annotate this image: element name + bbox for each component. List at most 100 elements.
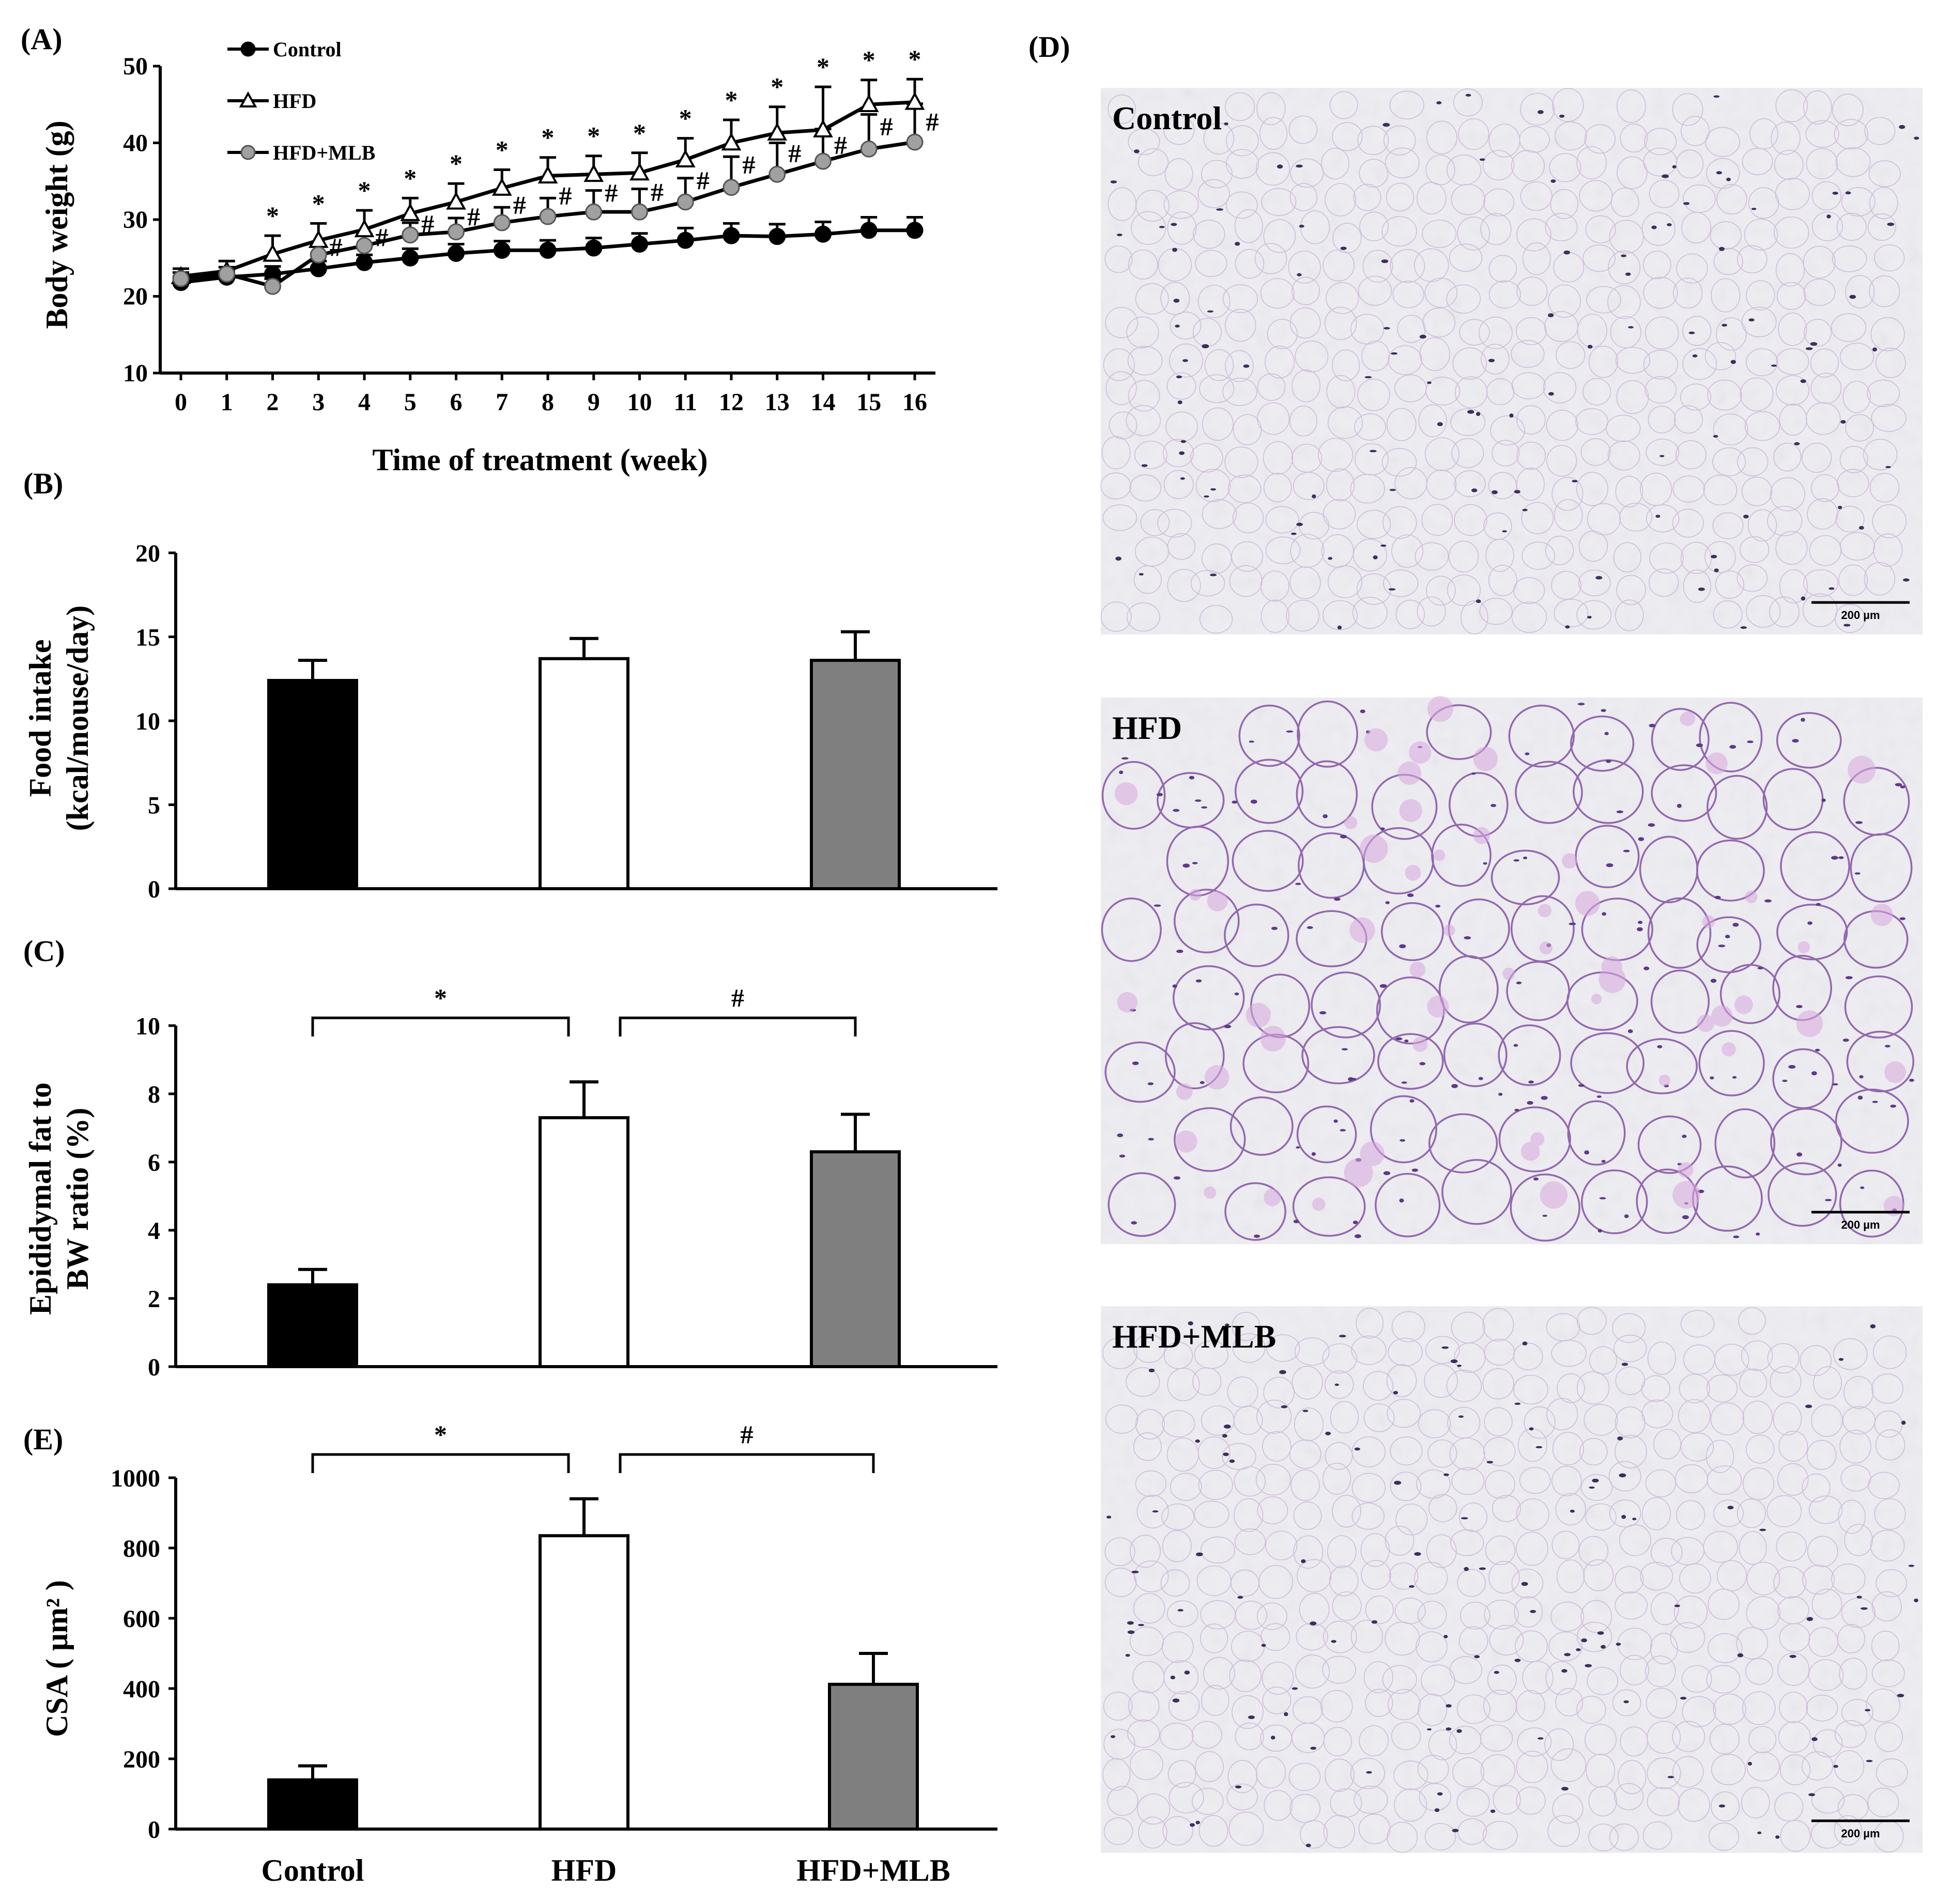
- stroma-patch: [1575, 891, 1600, 916]
- panel-a-x-tick-label: 7: [496, 389, 508, 416]
- adipocyte: [1428, 1729, 1457, 1760]
- adipocyte: [1543, 372, 1577, 404]
- adipocyte: [1385, 1526, 1415, 1556]
- adipocyte: [1833, 1338, 1868, 1370]
- panel-e-y-tick-label: 600: [123, 1605, 160, 1633]
- nucleus: [1858, 525, 1864, 530]
- nucleus: [1788, 1065, 1796, 1069]
- adipocyte: [1363, 1403, 1395, 1432]
- adipocyte: [1807, 498, 1838, 530]
- adipocyte: [1389, 1562, 1419, 1590]
- adipocyte: [1681, 1665, 1712, 1693]
- panel-a-hash: #: [743, 150, 756, 179]
- adipocyte: [1325, 1758, 1355, 1792]
- nucleus: [1176, 375, 1182, 379]
- adipocyte: [1581, 1169, 1648, 1234]
- adipocyte: [1704, 541, 1736, 573]
- adipocyte: [1802, 1473, 1831, 1503]
- panel-a-point: [675, 149, 696, 167]
- adipocyte: [1873, 1335, 1907, 1369]
- adipocyte: [1873, 533, 1903, 567]
- nucleus: [1522, 1341, 1528, 1345]
- panel-e-bracket-symbol: #: [741, 1420, 754, 1449]
- panel-b-y-title-1: Food intake: [23, 639, 57, 797]
- panel-a-star: *: [863, 45, 875, 74]
- panel-a-star: *: [542, 123, 555, 152]
- nucleus: [1838, 856, 1844, 859]
- adipocyte: [1516, 1498, 1549, 1531]
- stroma-patch: [1591, 994, 1602, 1004]
- adipocyte: [1615, 599, 1644, 631]
- adipocyte: [1361, 1560, 1391, 1590]
- adipocyte: [1770, 477, 1805, 512]
- adipocyte: [1418, 404, 1447, 437]
- adipocyte: [1102, 1337, 1138, 1369]
- adipocyte: [1777, 1652, 1810, 1686]
- adipocyte: [1299, 1592, 1330, 1626]
- adipocyte: [1869, 473, 1900, 503]
- adipocyte: [1451, 1467, 1485, 1495]
- adipocyte: [1551, 570, 1581, 600]
- adipocyte: [1707, 1465, 1742, 1495]
- adipocyte: [1775, 253, 1805, 287]
- adipocyte: [1482, 1308, 1514, 1342]
- adipocyte: [1360, 1533, 1390, 1567]
- nucleus: [1578, 1084, 1585, 1087]
- nucleus: [1139, 573, 1144, 576]
- adipocyte: [1676, 1500, 1705, 1530]
- nucleus: [1757, 967, 1763, 970]
- panel-a-point: [858, 94, 879, 113]
- panel-e-label: (E): [23, 1422, 63, 1456]
- adipocyte: [1616, 89, 1646, 123]
- nucleus: [1884, 1045, 1890, 1048]
- panel-c-bar-chart: (C) 0 2 4 6 8 10 * # Epididymal fat to BW ratio…: [23, 934, 997, 1381]
- nucleus: [1732, 1076, 1737, 1079]
- panel-a-star: *: [450, 149, 463, 178]
- adipocyte: [1163, 470, 1194, 499]
- adipocyte: [1424, 1823, 1456, 1851]
- adipocyte: [1488, 280, 1521, 308]
- scale-bar-label: 200 µm: [1841, 609, 1880, 622]
- stroma-patch: [1117, 992, 1138, 1013]
- panel-a-point: [402, 249, 419, 267]
- stroma-patch: [1540, 1181, 1567, 1209]
- adipocyte: [1584, 124, 1616, 154]
- adipocyte: [1288, 251, 1321, 284]
- adipocyte: [1779, 1692, 1808, 1723]
- nucleus: [1388, 588, 1396, 591]
- nucleus: [1601, 1645, 1606, 1649]
- nucleus: [1659, 455, 1665, 457]
- adipocyte: [1842, 380, 1871, 413]
- adipocyte: [1265, 536, 1301, 564]
- panel-a-hash: #: [330, 233, 343, 261]
- adipocyte: [1606, 414, 1641, 442]
- nucleus: [1838, 505, 1842, 509]
- nucleus: [1171, 223, 1177, 226]
- nucleus: [1897, 1694, 1904, 1698]
- adipocyte: [1776, 712, 1842, 769]
- adipocyte: [1875, 1758, 1908, 1788]
- adipocyte: [1459, 319, 1490, 346]
- adipocyte: [1619, 503, 1653, 532]
- adipocyte: [1803, 278, 1836, 306]
- adipocyte: [1696, 916, 1762, 973]
- adipocyte: [1160, 282, 1190, 315]
- nucleus: [1587, 345, 1593, 349]
- nucleus: [1192, 862, 1198, 864]
- adipocyte: [1479, 597, 1513, 625]
- adipocyte: [1516, 218, 1551, 252]
- nucleus: [1435, 905, 1441, 908]
- adipocyte: [1318, 438, 1354, 472]
- adipocyte: [1126, 602, 1161, 632]
- adipocyte: [1288, 1762, 1321, 1791]
- nucleus: [1182, 359, 1188, 362]
- adipocyte: [1482, 1368, 1514, 1400]
- adipocyte: [1870, 317, 1905, 351]
- adipocyte: [1101, 897, 1162, 962]
- panel-a-point: [768, 228, 786, 245]
- adipocyte: [1545, 1661, 1577, 1695]
- panel-a-point: [677, 193, 694, 211]
- panel-b-y-tick-label: 10: [135, 708, 160, 735]
- adipocyte: [1129, 1748, 1163, 1781]
- adipocyte: [1451, 438, 1484, 469]
